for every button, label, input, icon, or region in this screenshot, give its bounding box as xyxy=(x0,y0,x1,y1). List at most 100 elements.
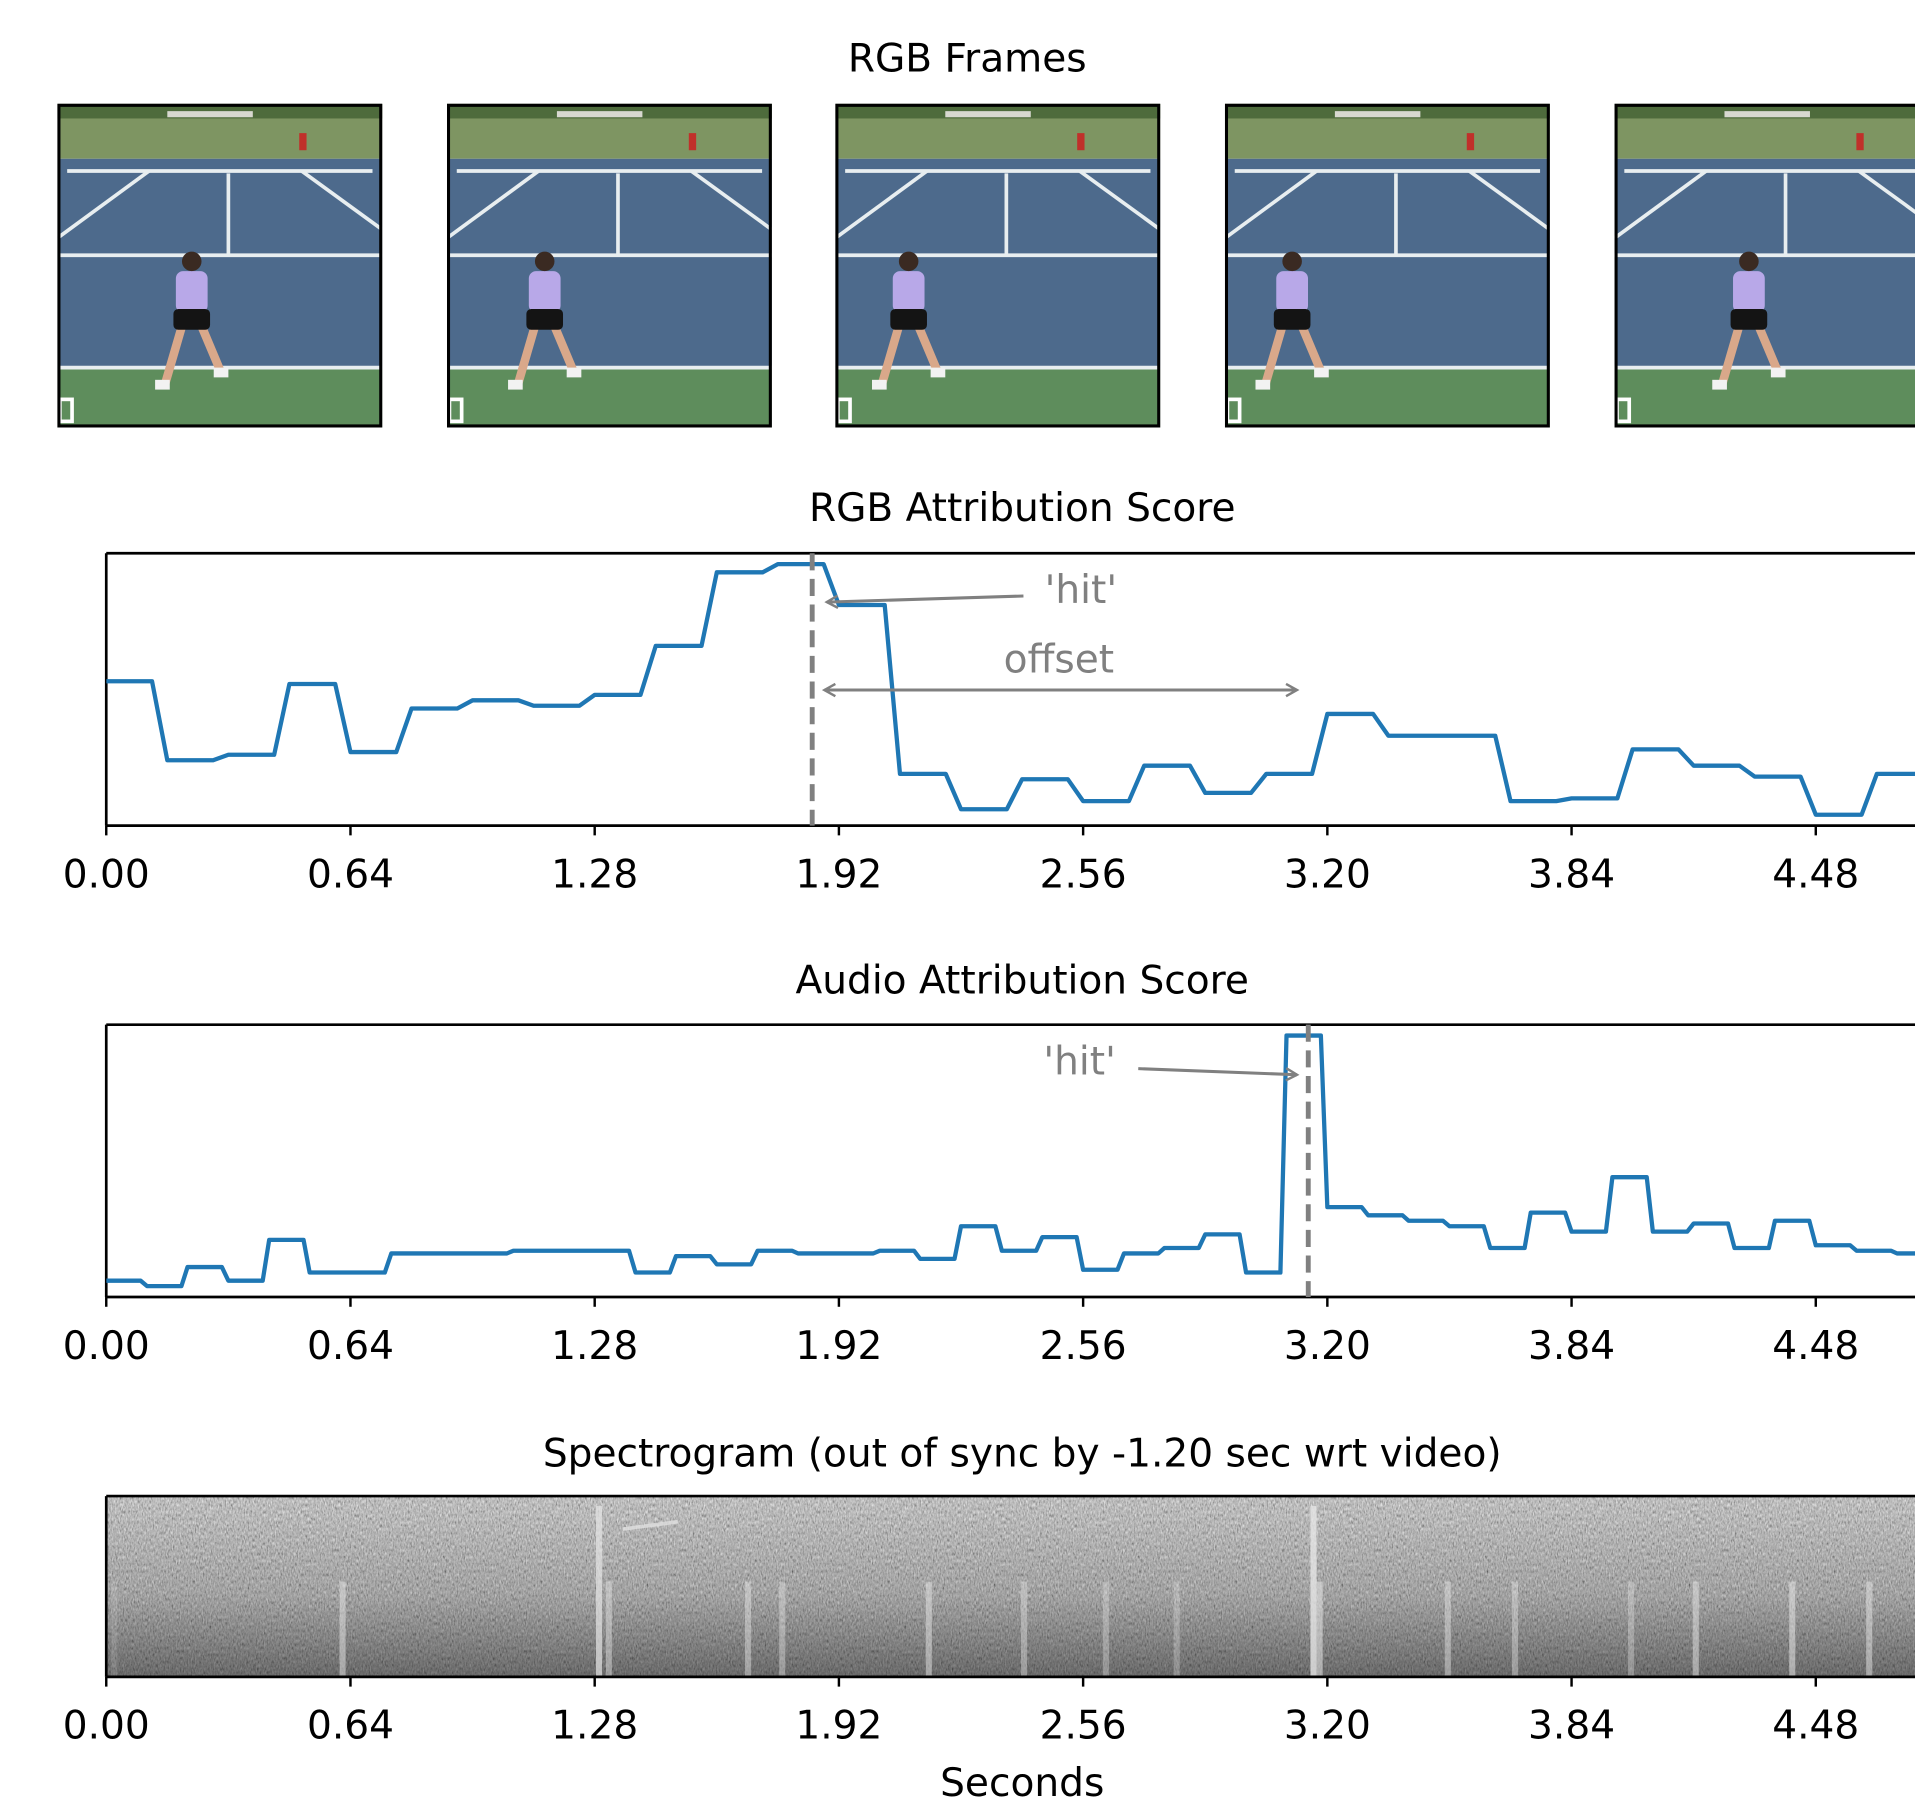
frame-fence xyxy=(945,111,1030,117)
x-tick-label: 4.48 xyxy=(1772,852,1859,897)
player-head xyxy=(535,252,555,272)
panel-title: Audio Attribution Score xyxy=(796,959,1249,1004)
x-tick-label: 1.92 xyxy=(795,1324,882,1369)
spectrogram-streak xyxy=(1445,1582,1451,1677)
spectrogram-streak xyxy=(1317,1582,1323,1677)
frame-court xyxy=(1225,159,1550,369)
player-shirt xyxy=(893,271,925,313)
figure: RGB Frames RGB Attribution Score 0.00 0.64 1… xyxy=(0,0,1915,1800)
spectrogram-streak xyxy=(926,1582,932,1677)
player-shorts xyxy=(890,309,927,330)
player-shorts xyxy=(1731,309,1768,330)
annotation-text: 'hit' xyxy=(1045,568,1117,613)
player-head xyxy=(1739,252,1759,272)
attribution-line xyxy=(106,1036,1915,1287)
video-frame xyxy=(447,104,772,428)
player-head xyxy=(899,252,919,272)
player-shorts xyxy=(1274,309,1311,330)
far-player xyxy=(299,133,306,150)
spectrogram-streak xyxy=(1693,1582,1699,1677)
player-shoe xyxy=(1712,380,1727,390)
spectrogram-streak xyxy=(1021,1582,1027,1677)
spectrogram-streak xyxy=(1512,1582,1518,1677)
spectrogram-streak xyxy=(1789,1582,1795,1677)
player-shoe xyxy=(567,368,582,378)
spectrogram-streak xyxy=(340,1582,346,1677)
panel-title: RGB Frames xyxy=(848,37,1087,82)
player-shoe xyxy=(931,368,946,378)
spectrogram-streak xyxy=(1628,1582,1634,1677)
x-tick-label: 4.48 xyxy=(1772,1324,1859,1369)
x-tick-label: 3.84 xyxy=(1528,852,1615,897)
spectrogram-streak xyxy=(1174,1582,1180,1677)
player-shirt xyxy=(1733,271,1765,313)
player-shoe xyxy=(1255,380,1270,390)
panel-title: RGB Attribution Score xyxy=(809,486,1236,531)
spectrogram-streak xyxy=(111,1582,117,1677)
video-frame xyxy=(57,104,382,428)
player-shoe xyxy=(1314,368,1329,378)
player-shorts xyxy=(173,309,210,330)
player-head xyxy=(1282,252,1302,272)
far-player xyxy=(689,133,696,150)
player-head xyxy=(182,252,202,272)
video-frame xyxy=(1615,104,1915,428)
player-shirt xyxy=(1276,271,1308,313)
frame-near-grass xyxy=(1615,369,1915,428)
page: Attribution Figure html, body { margin: … xyxy=(0,0,1915,1800)
frame-near-grass xyxy=(447,369,772,428)
body: {"chart_data": [ {"type": "frames", "tit… xyxy=(0,0,1915,1800)
figure-root: RGB Frames RGB Attribution Score 0.00 0.64 1… xyxy=(57,37,1915,1800)
x-tick-label: 3.20 xyxy=(1284,1704,1371,1749)
x-tick-label: 2.56 xyxy=(1040,1704,1127,1749)
x-tick-label: 0.64 xyxy=(307,1324,394,1369)
player-shirt xyxy=(176,271,208,313)
far-player xyxy=(1856,133,1863,150)
player-shoe xyxy=(1771,368,1786,378)
spectrogram-streak xyxy=(1866,1582,1872,1677)
frame-fence xyxy=(1724,111,1809,117)
x-tick-label: 1.92 xyxy=(795,852,882,897)
spectrogram-streak xyxy=(596,1506,602,1677)
annotation-text: offset xyxy=(1004,637,1115,682)
player-shoe xyxy=(508,380,523,390)
x-tick-label: 1.28 xyxy=(551,852,638,897)
x-tick-label: 0.64 xyxy=(307,1704,394,1749)
player-shorts xyxy=(526,309,563,330)
player-shoe xyxy=(155,380,170,390)
spectrogram-streak xyxy=(606,1582,612,1677)
frame-court xyxy=(447,159,772,369)
far-player xyxy=(1467,133,1474,150)
x-tick-label: 0.00 xyxy=(63,852,150,897)
x-tick-label: 0.64 xyxy=(307,852,394,897)
frame-fence xyxy=(1335,111,1420,117)
x-tick-label: 4.48 xyxy=(1772,1704,1859,1749)
x-tick-label: 1.92 xyxy=(795,1704,882,1749)
video-frame xyxy=(835,104,1160,428)
frame-near-grass xyxy=(1225,369,1550,428)
video-frame xyxy=(1225,104,1550,428)
x-tick-label: 3.84 xyxy=(1528,1324,1615,1369)
spectrogram-shade xyxy=(106,1496,1915,1677)
frame-court xyxy=(57,159,382,369)
x-tick-label: 2.56 xyxy=(1040,852,1127,897)
annotation-arrow xyxy=(827,596,1024,602)
x-tick-label: 3.84 xyxy=(1528,1704,1615,1749)
spectrogram-streak xyxy=(745,1582,751,1677)
x-tick-label: 3.20 xyxy=(1284,852,1371,897)
x-tick-label: 1.28 xyxy=(551,1324,638,1369)
x-tick-label: 0.00 xyxy=(63,1704,150,1749)
x-tick-label: 3.20 xyxy=(1284,1324,1371,1369)
spectrogram-streak xyxy=(1103,1582,1109,1677)
annotation-arrow xyxy=(1138,1069,1297,1075)
frame-court xyxy=(835,159,1160,369)
frame-near-grass xyxy=(57,369,382,428)
spectrogram-streak xyxy=(1310,1506,1316,1677)
annotation-text: 'hit' xyxy=(1043,1039,1115,1084)
x-axis-label: Seconds xyxy=(940,1761,1104,1800)
x-tick-label: 0.00 xyxy=(63,1324,150,1369)
panel-title: Spectrogram (out of sync by -1.20 sec wr… xyxy=(543,1431,1502,1476)
x-tick-label: 2.56 xyxy=(1040,1324,1127,1369)
far-player xyxy=(1077,133,1084,150)
x-tick-label: 1.28 xyxy=(551,1704,638,1749)
